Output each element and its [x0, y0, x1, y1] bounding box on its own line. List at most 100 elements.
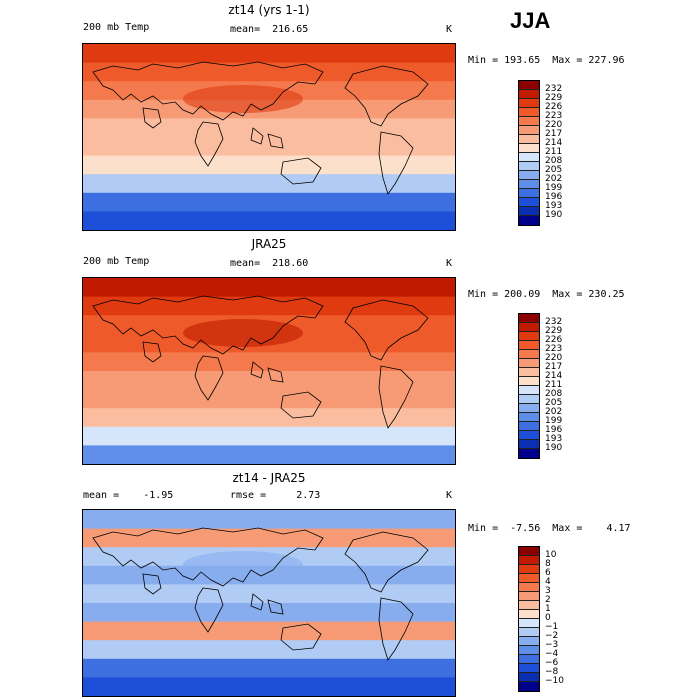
colorbar-tick-label: 4 [545, 577, 551, 587]
map-band [83, 155, 455, 176]
colorbar-swatch [519, 565, 539, 574]
map-band [83, 528, 455, 549]
colorbar-tick-label: 229 [545, 93, 563, 103]
contour-map [83, 278, 455, 464]
colorbar-swatch [519, 404, 539, 413]
colorbar-tick-label: −3 [545, 640, 559, 650]
colorbar-swatch [519, 207, 539, 216]
map-band [83, 174, 455, 194]
map-band [83, 371, 455, 391]
coastline [92, 295, 324, 355]
map-anomaly [183, 85, 303, 113]
min-max-label: Min = -7.56 Max = 4.17 [468, 523, 631, 534]
map-band [83, 296, 455, 317]
panel-title: JRA25 [251, 237, 287, 251]
coastline [194, 587, 224, 633]
colorbar-swatch [519, 126, 539, 135]
colorbar-tick-label: 220 [545, 120, 563, 130]
colorbar-tick-label: −6 [545, 658, 559, 668]
colorbar-swatch [519, 189, 539, 198]
coastline [344, 65, 429, 127]
colorbar-swatch [519, 574, 539, 583]
coastline [378, 131, 414, 195]
variable-label: 200 mb Temp [83, 256, 150, 267]
variable-label: 200 mb Temp [83, 22, 150, 33]
colorbar-swatch [519, 198, 539, 207]
colorbar-tick-label: 199 [545, 416, 563, 426]
map-band [83, 44, 455, 64]
coastline [378, 365, 414, 429]
colorbar-swatch [519, 377, 539, 386]
colorbar-tick-label: 205 [545, 165, 563, 175]
colorbar-tick-label: −10 [545, 676, 564, 686]
colorbar-swatch [519, 664, 539, 673]
colorbar-tick-label: 208 [545, 156, 563, 166]
colorbar-swatch [519, 81, 539, 90]
colorbar-tick-label: 223 [545, 344, 563, 354]
map-anomaly [183, 551, 303, 579]
colorbar-swatch [519, 368, 539, 377]
colorbar [518, 546, 540, 692]
colorbar-swatch [519, 601, 539, 610]
colorbar-tick-label: −4 [545, 649, 559, 659]
panel-title: zt14 (yrs 1-1) [228, 3, 310, 17]
colorbar-swatch [519, 673, 539, 682]
colorbar-tick-label: 202 [545, 407, 563, 417]
map-band [83, 62, 455, 83]
colorbar-swatch [519, 359, 539, 368]
colorbar-tick-label: 226 [545, 335, 563, 345]
colorbar-swatch [519, 180, 539, 189]
colorbar-swatch [519, 431, 539, 440]
coastline [267, 133, 284, 149]
colorbar-swatch [519, 386, 539, 395]
units-label: K [446, 258, 453, 269]
colorbar-tick-label: 232 [545, 317, 563, 327]
map-band [83, 426, 455, 447]
mean-label: mean = -1.95 [83, 490, 174, 501]
colorbar [518, 313, 540, 459]
map-band [83, 677, 455, 696]
colorbar-swatch [519, 171, 539, 180]
mean-label: mean= 216.65 [230, 24, 309, 35]
colorbar-tick-label: 208 [545, 389, 563, 399]
map-band [83, 510, 455, 530]
map-band [83, 408, 455, 428]
coastline [194, 121, 224, 167]
coastline [250, 593, 264, 611]
coastline [142, 573, 162, 595]
map-band [83, 640, 455, 660]
colorbar-tick-label: 214 [545, 138, 563, 148]
colorbar-swatch [519, 144, 539, 153]
colorbar-swatch [519, 332, 539, 341]
coastline [92, 527, 324, 587]
colorbar-swatch [519, 440, 539, 449]
units-label: K [446, 490, 453, 501]
colorbar-tick-label: 2 [545, 595, 551, 605]
map-band [83, 658, 455, 679]
colorbar-swatch [519, 637, 539, 646]
colorbar-swatch [519, 350, 539, 359]
map-band [83, 352, 455, 372]
colorbar-tick-label: −1 [545, 622, 559, 632]
colorbar-swatch [519, 341, 539, 350]
map-band [83, 621, 455, 642]
map-band [83, 211, 455, 230]
coastline [267, 367, 284, 383]
map-band [83, 603, 455, 623]
colorbar-tick-label: 3 [545, 586, 551, 596]
map-band [83, 584, 455, 604]
colorbar-tick-label: 220 [545, 353, 563, 363]
colorbar-swatch [519, 216, 539, 225]
coastline [267, 599, 284, 615]
colorbar-tick-label: 223 [545, 111, 563, 121]
colorbar-tick-label: −2 [545, 631, 559, 641]
coastline [280, 623, 322, 651]
map-panel [82, 509, 456, 697]
colorbar-tick-label: 8 [545, 559, 551, 569]
colorbar-swatch [519, 619, 539, 628]
colorbar-swatch [519, 655, 539, 664]
rmse-label: rmse = 2.73 [230, 490, 321, 501]
colorbar-tick-label: 10 [545, 550, 557, 560]
colorbar-swatch [519, 395, 539, 404]
coastline [280, 391, 322, 419]
